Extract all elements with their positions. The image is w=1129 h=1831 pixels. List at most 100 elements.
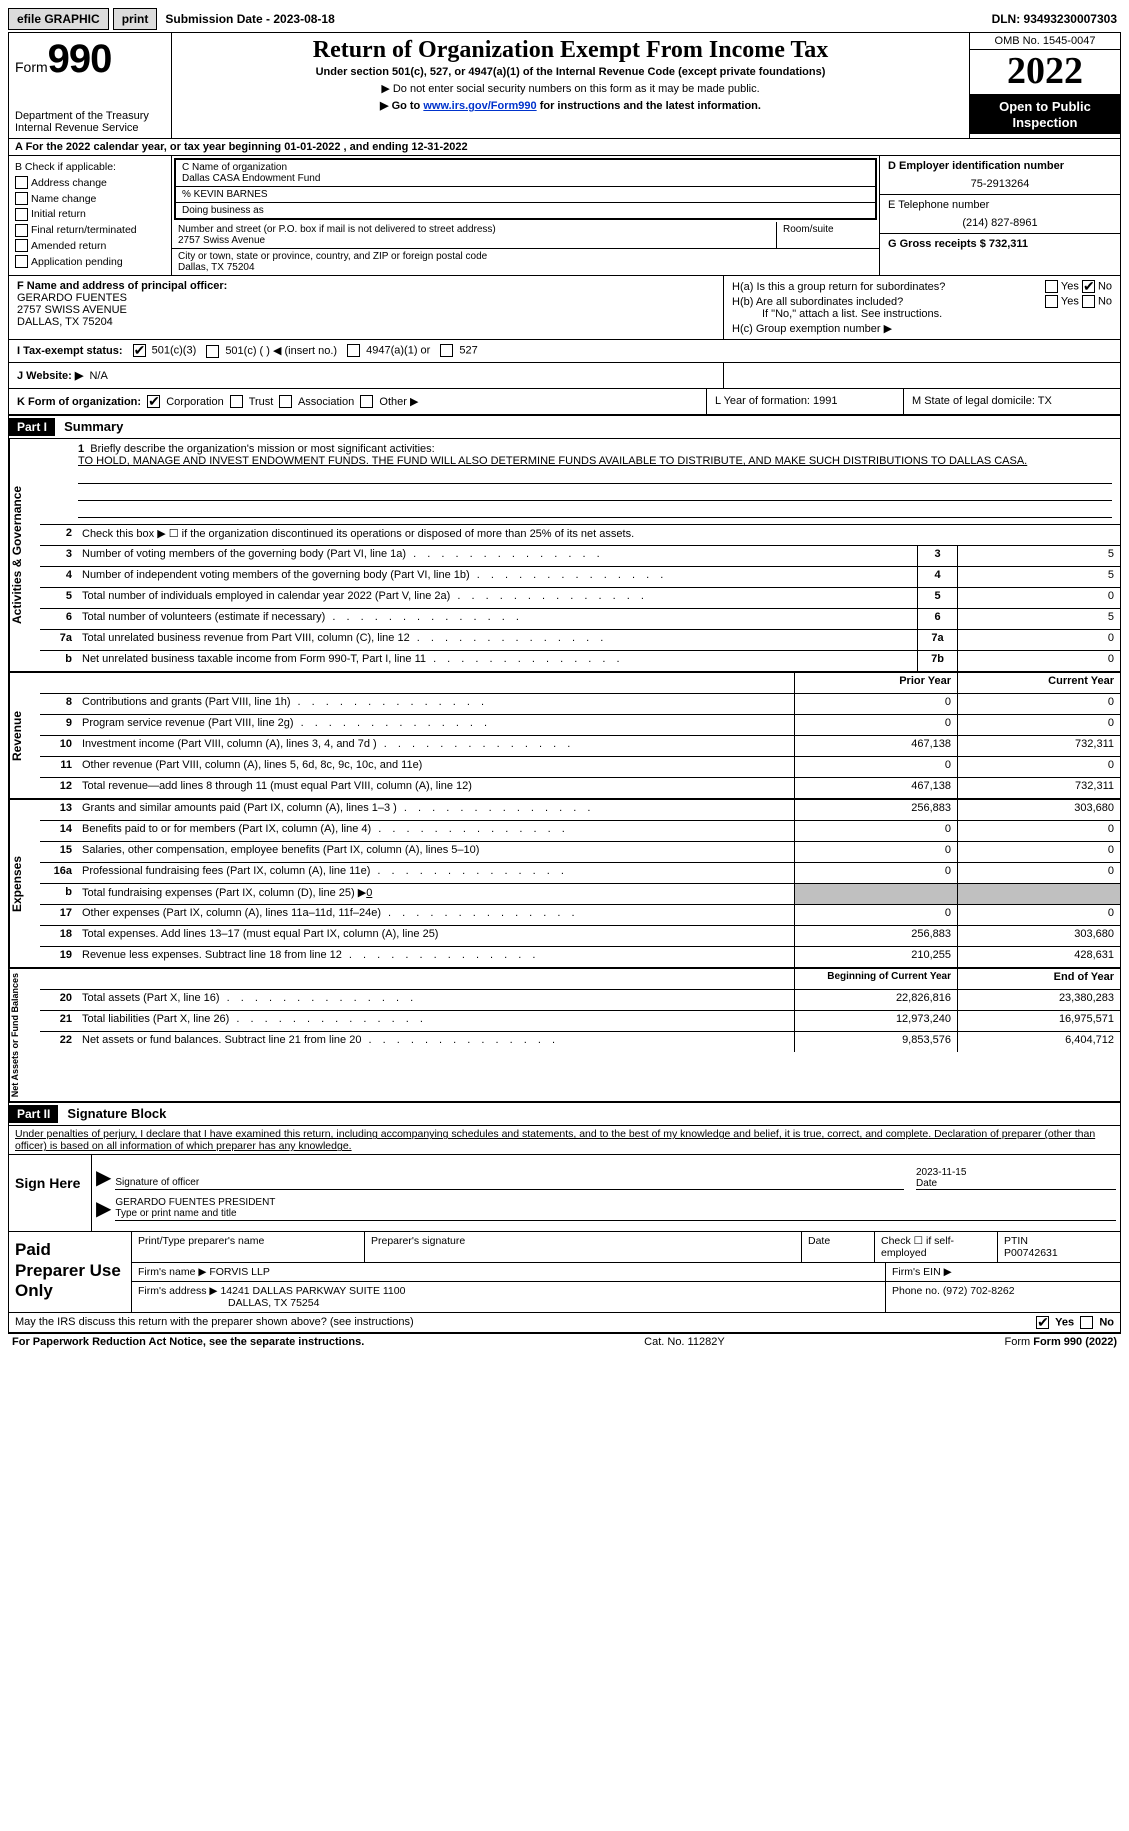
- row-k: K Form of organization: Corporation Trus…: [9, 389, 1120, 417]
- cb-trust[interactable]: [230, 395, 243, 408]
- cb-corp[interactable]: [147, 395, 160, 408]
- l13: Grants and similar amounts paid (Part IX…: [78, 800, 794, 820]
- l6: Total number of volunteers (estimate if …: [78, 609, 917, 629]
- lbl-ein: D Employer identification number: [888, 160, 1064, 172]
- ptin-val: P00742631: [1004, 1247, 1058, 1259]
- cb-other[interactable]: [360, 395, 373, 408]
- arrow-icon: ▶: [96, 1196, 111, 1221]
- hb-text: H(b) Are all subordinates included?: [732, 296, 903, 308]
- penalties-text: Under penalties of perjury, I declare th…: [9, 1126, 1120, 1155]
- form-container: Form990 Department of the Treasury Inter…: [8, 32, 1121, 1334]
- lbl-city: City or town, state or province, country…: [178, 251, 873, 262]
- date-lbl: Date: [916, 1178, 937, 1189]
- l16b: Total fundraising expenses (Part IX, col…: [82, 887, 366, 899]
- lbl-tel: E Telephone number: [888, 199, 1112, 211]
- tel-value: (214) 827-8961: [888, 217, 1112, 229]
- part1-title: Summary: [58, 419, 123, 434]
- cb-527[interactable]: [440, 344, 453, 357]
- l4: Number of independent voting members of …: [78, 567, 917, 587]
- cb-501c3[interactable]: [133, 344, 146, 357]
- cb-501c[interactable]: [206, 345, 219, 358]
- col-d: D Employer identification number 75-2913…: [879, 156, 1120, 275]
- efile-label: efile GRAPHIC: [8, 8, 109, 30]
- col-b-header: B Check if applicable:: [15, 160, 165, 176]
- hdr-prior: Prior Year: [794, 673, 957, 693]
- firm-name: FORVIS LLP: [209, 1266, 270, 1278]
- l3: Number of voting members of the governin…: [78, 546, 917, 566]
- cb-initial-return[interactable]: [15, 208, 28, 221]
- firm-ein-lbl: Firm's EIN ▶: [886, 1263, 1120, 1281]
- v6: 5: [957, 609, 1120, 629]
- prep-name-lbl: Print/Type preparer's name: [132, 1232, 365, 1262]
- firm-addr1: 14241 DALLAS PARKWAY SUITE 1100: [220, 1285, 405, 1297]
- lbl-room: Room/suite: [783, 224, 873, 235]
- v4: 5: [957, 567, 1120, 587]
- form-word: Form: [15, 59, 48, 75]
- part2-hdr: Part II: [9, 1105, 58, 1123]
- v7b: 0: [957, 651, 1120, 671]
- sign-here-block: Sign Here ▶ Signature of officer 2023-11…: [9, 1155, 1120, 1232]
- l14: Benefits paid to or for members (Part IX…: [78, 821, 794, 841]
- irs-link[interactable]: www.irs.gov/Form990: [423, 100, 536, 112]
- open-public: Open to Public Inspection: [970, 95, 1120, 134]
- l9: Program service revenue (Part VIII, line…: [78, 715, 794, 735]
- year-formation: L Year of formation: 1991: [707, 389, 904, 415]
- arrow-icon: ▶: [96, 1165, 111, 1190]
- cb-discuss-yes[interactable]: [1036, 1316, 1049, 1329]
- print-button[interactable]: print: [113, 8, 158, 30]
- dept-label: Department of the Treasury Internal Reve…: [15, 110, 165, 134]
- row-tax-status: I Tax-exempt status: 501(c)(3) 501(c) ( …: [9, 340, 1120, 363]
- ha-text: H(a) Is this a group return for subordin…: [732, 281, 945, 293]
- tab-expenses: Expenses: [9, 800, 40, 967]
- cb-amended[interactable]: [15, 239, 28, 252]
- l21: Total liabilities (Part X, line 26): [78, 1011, 794, 1031]
- name-lbl: Type or print name and title: [115, 1208, 236, 1219]
- v5: 0: [957, 588, 1120, 608]
- v3: 5: [957, 546, 1120, 566]
- col-c-org: C Name of organization Dallas CASA Endow…: [172, 156, 879, 275]
- cb-4947[interactable]: [347, 344, 360, 357]
- tax-lbl: I Tax-exempt status:: [17, 345, 123, 357]
- col-f-officer: F Name and address of principal officer:…: [9, 276, 724, 339]
- hdr-bcy: Beginning of Current Year: [794, 969, 957, 989]
- cb-assoc[interactable]: [279, 395, 292, 408]
- col-h-group: H(a) Is this a group return for subordin…: [724, 276, 1120, 339]
- form-note-1: ▶ Do not enter social security numbers o…: [180, 82, 961, 95]
- part2-title: Signature Block: [61, 1106, 166, 1121]
- firm-name-lbl: Firm's name ▶: [138, 1266, 206, 1278]
- cb-hb-no[interactable]: [1082, 295, 1095, 308]
- officer-addr2: DALLAS, TX 75204: [17, 316, 113, 328]
- v7a: 0: [957, 630, 1120, 650]
- form-subtitle: Under section 501(c), 527, or 4947(a)(1)…: [180, 66, 961, 78]
- dln-label: DLN: 93493230007303: [992, 12, 1121, 26]
- hdr-eoy: End of Year: [957, 969, 1120, 989]
- tab-activities: Activities & Governance: [9, 439, 40, 671]
- l22: Net assets or fund balances. Subtract li…: [78, 1032, 794, 1052]
- cb-name-change[interactable]: [15, 192, 28, 205]
- paid-lbl: Paid Preparer Use Only: [9, 1232, 132, 1312]
- officer-printed: GERARDO FUENTES PRESIDENT: [115, 1197, 275, 1208]
- gross-receipts: G Gross receipts $ 732,311: [888, 238, 1028, 250]
- cb-final-return[interactable]: [15, 224, 28, 237]
- cb-discuss-no[interactable]: [1080, 1316, 1093, 1329]
- cb-app-pending[interactable]: [15, 255, 28, 268]
- cb-ha-no[interactable]: [1082, 280, 1095, 293]
- tax-year: 2022: [970, 50, 1120, 95]
- form-number: 990: [48, 37, 112, 81]
- org-name: Dallas CASA Endowment Fund: [182, 173, 869, 184]
- form-title: Return of Organization Exempt From Incom…: [180, 37, 961, 64]
- cb-address-change[interactable]: [15, 176, 28, 189]
- tab-netassets: Net Assets or Fund Balances: [9, 969, 40, 1101]
- state-domicile: M State of legal domicile: TX: [904, 389, 1120, 415]
- street-address: 2757 Swiss Avenue: [178, 235, 770, 246]
- block-fh: F Name and address of principal officer:…: [9, 276, 1120, 340]
- l19: Revenue less expenses. Subtract line 18 …: [78, 947, 794, 967]
- lbl-street: Number and street (or P.O. box if mail i…: [178, 224, 770, 235]
- cb-ha-yes[interactable]: [1045, 280, 1058, 293]
- block-bcd: B Check if applicable: Address change Na…: [9, 156, 1120, 276]
- cb-hb-yes[interactable]: [1045, 295, 1058, 308]
- l16bv: 0: [366, 887, 372, 899]
- submission-date: Submission Date - 2023-08-18: [161, 9, 338, 29]
- officer-lbl: F Name and address of principal officer:: [17, 280, 227, 292]
- discuss-text: May the IRS discuss this return with the…: [15, 1316, 1036, 1329]
